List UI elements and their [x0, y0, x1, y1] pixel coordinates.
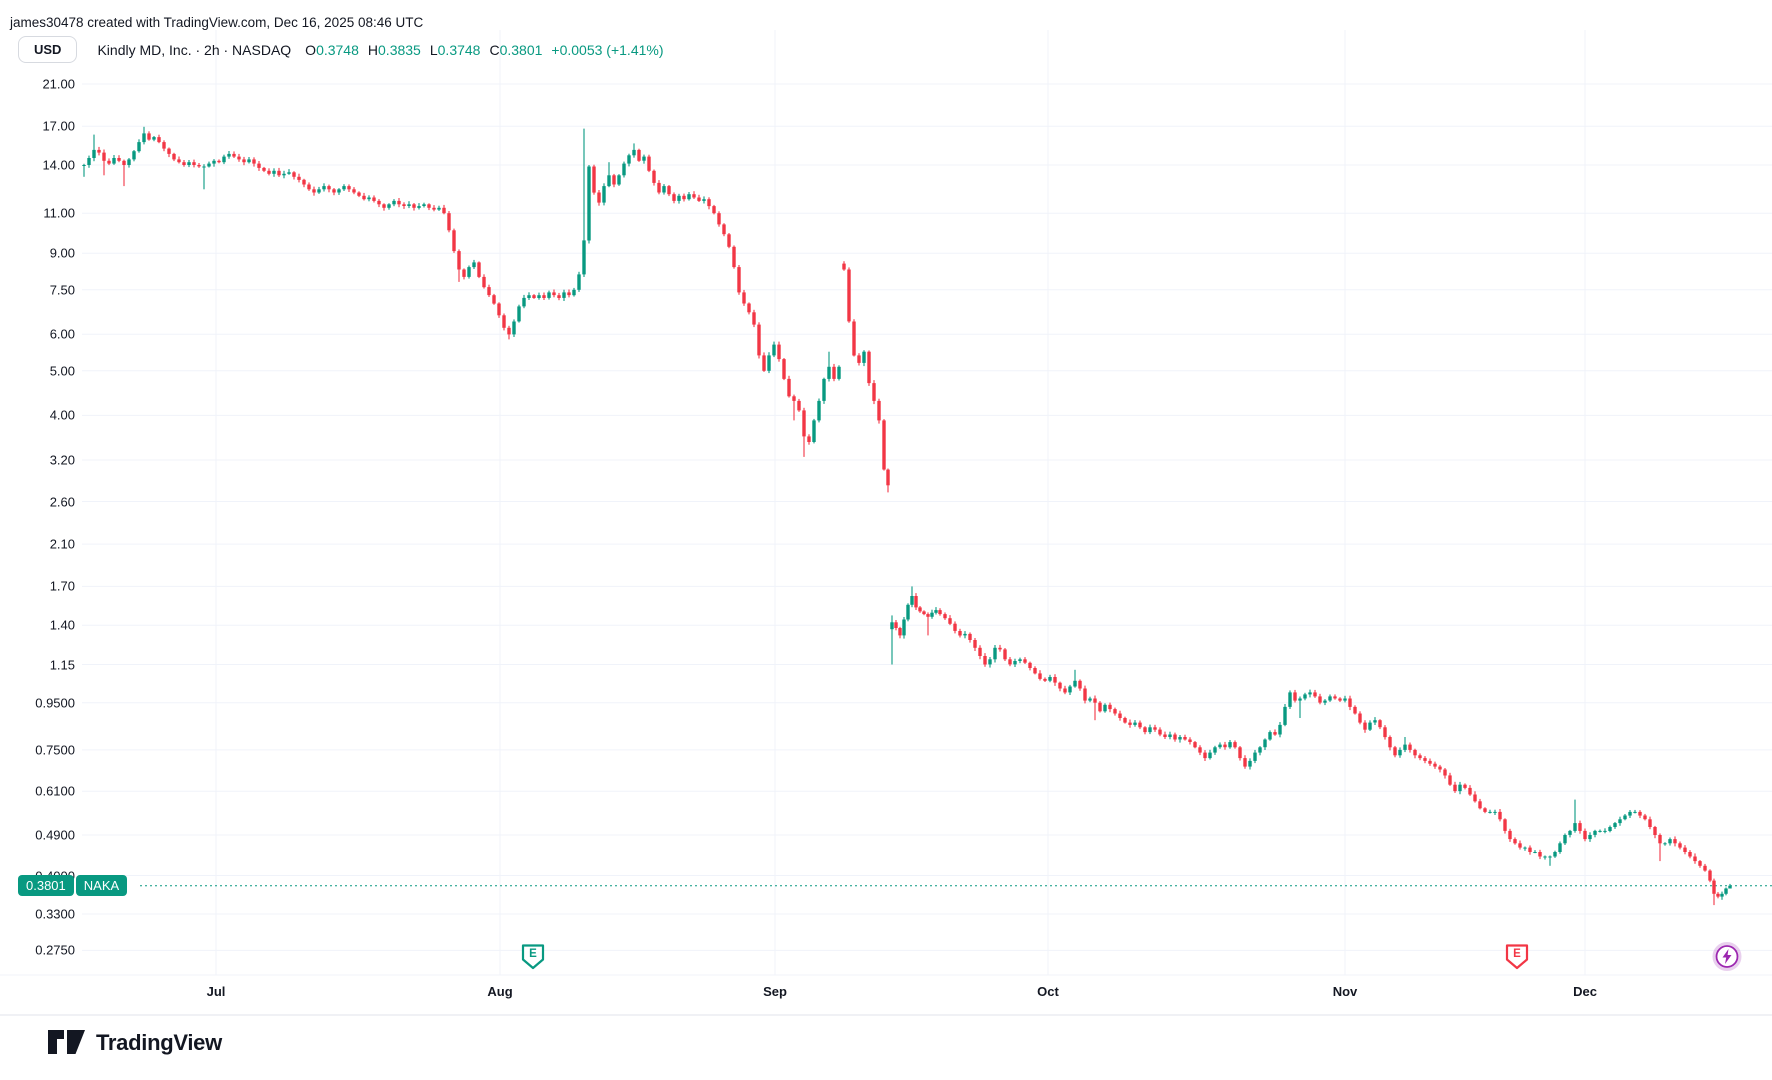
symbol-title[interactable]: Kindly MD, Inc. · 2h · NASDAQ — [97, 41, 292, 58]
close-label: C — [489, 41, 500, 58]
change-value: +0.0053 (+1.41%) — [551, 41, 664, 58]
price-tick-label: 1.70 — [49, 578, 75, 594]
time-tick-label: Sep — [763, 984, 787, 999]
price-tick-label: 6.00 — [49, 326, 75, 342]
price-tick-label: 2.10 — [49, 536, 75, 552]
price-tick-label: 0.7500 — [35, 742, 75, 758]
svg-text:E: E — [529, 948, 537, 960]
price-tick-label: 14.00 — [42, 157, 75, 173]
tradingview-logo[interactable]: TradingView — [48, 1030, 222, 1056]
price-tick-label: 21.00 — [42, 76, 75, 92]
high-value: 0.3835 — [378, 41, 421, 58]
price-tick-label: 9.00 — [49, 245, 75, 261]
earnings-icon-green[interactable]: E — [520, 943, 546, 976]
time-tick-label: Nov — [1332, 984, 1358, 999]
open-label: O — [305, 41, 317, 58]
tradingview-logo-text: TradingView — [96, 1030, 222, 1055]
price-tick-label: 0.4900 — [35, 827, 75, 843]
time-tick-label: Dec — [1573, 984, 1597, 999]
low-label: L — [429, 41, 438, 58]
close-value: 0.3801 — [499, 41, 543, 58]
price-tick-label: 0.2750 — [35, 942, 75, 958]
price-tick-label: 7.50 — [49, 282, 75, 298]
svg-text:E: E — [1513, 948, 1521, 960]
price-tick-label: 17.00 — [42, 118, 75, 134]
price-tick-label: 4.00 — [49, 407, 75, 423]
price-tick-label: 11.00 — [43, 205, 75, 221]
open-value: 0.3748 — [316, 41, 359, 58]
ticker-badge: NAKA — [75, 875, 128, 896]
currency-button[interactable]: USD — [18, 36, 78, 63]
tradingview-logo-icon — [48, 1030, 85, 1054]
legend-row: USD Kindly MD, Inc. · 2h · NASDAQ O0.374… — [18, 36, 664, 63]
time-tick-label: Oct — [1037, 984, 1059, 999]
price-tick-label: 2.60 — [49, 494, 75, 509]
last-price-value: 0.3801 — [18, 875, 74, 896]
price-tick-label: 1.40 — [49, 617, 75, 633]
price-tick-label: 5.00 — [49, 363, 75, 379]
earnings-icon-red[interactable]: E — [1504, 943, 1530, 976]
price-tick-label: 1.15 — [49, 657, 75, 672]
flash-event-icon[interactable] — [1712, 942, 1742, 977]
time-tick-label: Aug — [487, 984, 513, 999]
ohlc-readout: O0.3748 H0.3835 L0.3748 C0.3801 +0.0053 … — [305, 42, 663, 58]
low-value: 0.3748 — [437, 41, 481, 58]
price-tick-label: 0.3300 — [35, 906, 75, 922]
high-label: H — [367, 41, 379, 58]
price-tick-label: 0.9500 — [35, 695, 75, 711]
time-tick-label: Jul — [206, 984, 226, 999]
attribution-text: james30478 created with TradingView.com,… — [10, 15, 424, 30]
last-price-label: 0.3801 NAKA — [18, 875, 128, 896]
price-tick-label: 0.6100 — [35, 783, 75, 799]
price-tick-label: 3.20 — [49, 452, 75, 468]
